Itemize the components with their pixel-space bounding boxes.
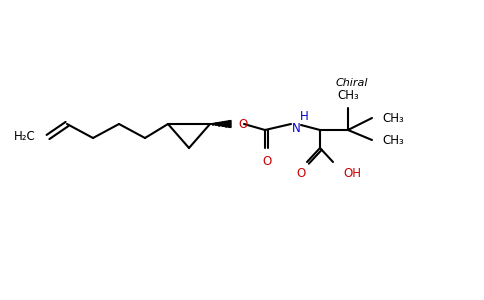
Text: H: H bbox=[300, 110, 309, 124]
Text: O: O bbox=[262, 155, 272, 168]
Text: CH₃: CH₃ bbox=[382, 134, 404, 146]
Text: CH₃: CH₃ bbox=[337, 89, 359, 102]
Text: Chiral: Chiral bbox=[336, 78, 368, 88]
Text: O: O bbox=[296, 167, 305, 180]
Text: O: O bbox=[238, 118, 247, 130]
Polygon shape bbox=[210, 121, 231, 128]
Text: CH₃: CH₃ bbox=[382, 112, 404, 124]
Text: OH: OH bbox=[343, 167, 361, 180]
Text: H₂C: H₂C bbox=[14, 130, 36, 143]
Text: N: N bbox=[292, 122, 301, 134]
